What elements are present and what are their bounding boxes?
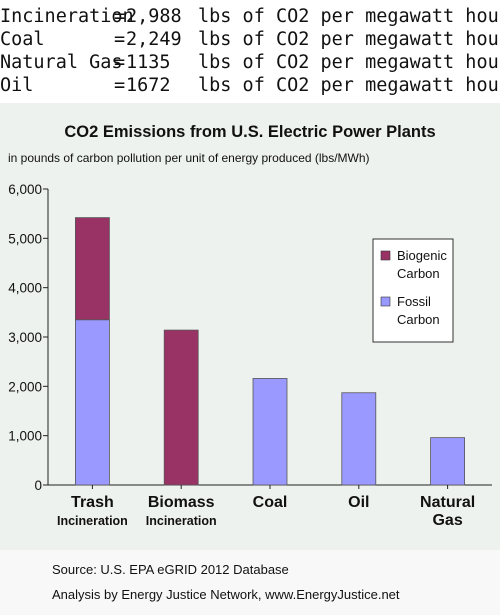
summary-equals: = (114, 29, 126, 50)
summary-value: 1135 (126, 52, 182, 73)
legend-label-line2: Carbon (397, 312, 440, 327)
summary-equals: = (114, 75, 126, 96)
source-line: Source: U.S. EPA eGRID 2012 Database (52, 562, 289, 577)
source-footer: Source: U.S. EPA eGRID 2012 Database Ana… (0, 550, 500, 615)
summary-row: Incineration = 2,988 lbs of CO2 per megawat… (0, 5, 500, 28)
legend-label-line2: Carbon (397, 266, 440, 281)
chart-title: CO2 Emissions from U.S. Electric Power P… (64, 123, 435, 141)
legend-swatch (380, 296, 391, 307)
summary-unit: lbs of CO2 per megawatt hour (198, 29, 500, 50)
x-category-sublabel: Incineration (146, 514, 217, 528)
x-category-label: Biomass (148, 494, 215, 511)
y-tick-label: 0 (34, 478, 42, 493)
summary-label: Coal (0, 29, 45, 50)
summary-equals: = (114, 6, 126, 27)
summary-label: Oil (0, 75, 34, 96)
bar-biogenic-carbon (75, 217, 110, 321)
bar-fossil-carbon (75, 319, 110, 486)
emissions-summary-table: Incineration = 2,988 lbs of CO2 per megawat… (0, 0, 500, 103)
y-tick-label: 1,000 (8, 429, 42, 444)
summary-unit: lbs of CO2 per megawatt hour (198, 75, 500, 96)
summary-equals: = (114, 52, 126, 73)
bar-fossil-carbon (252, 378, 288, 486)
summary-label: Incineration (0, 6, 134, 27)
y-tick-label: 3,000 (8, 330, 42, 345)
y-tick-label: 2,000 (8, 379, 42, 394)
x-category-label: Natural (420, 494, 475, 511)
summary-unit: lbs of CO2 per megawatt hour (198, 6, 500, 27)
analysis-line: Analysis by Energy Justice Network, www.… (52, 587, 400, 602)
summary-label: Natural Gas (0, 52, 123, 73)
bar-fossil-carbon (430, 437, 466, 486)
y-tick-label: 4,000 (8, 281, 42, 296)
chart-panel: CO2 Emissions from U.S. Electric Power P… (0, 103, 500, 550)
x-category-sublabel: Incineration (57, 514, 128, 528)
plot-area: 0 1,000 2,000 3,000 4,000 5,000 6,000 Trash Inci… (8, 182, 492, 529)
legend-label: Fossil (397, 294, 431, 309)
summary-value: 2,988 (126, 6, 182, 27)
summary-row: Coal = 2,249 lbs of CO2 per megawatt hour (0, 28, 500, 51)
summary-unit: lbs of CO2 per megawatt hour (198, 52, 500, 73)
bar-biogenic-carbon (163, 329, 199, 486)
legend-label: Biogenic (397, 248, 447, 263)
x-category-label: Trash (71, 494, 114, 511)
legend-swatch (380, 250, 391, 261)
emissions-bar-chart: CO2 Emissions from U.S. Electric Power P… (8, 123, 492, 529)
x-category-sublabel: Gas (432, 512, 462, 529)
legend-box (372, 238, 454, 343)
summary-value: 2,249 (126, 29, 182, 50)
bar-fossil-carbon (341, 392, 377, 486)
summary-value: 1672 (126, 75, 182, 96)
x-category-label: Oil (348, 494, 369, 511)
y-tick-label: 5,000 (8, 231, 42, 246)
x-category-label: Coal (253, 494, 288, 511)
y-tick-label: 6,000 (8, 182, 42, 197)
chart-subtitle: in pounds of carbon pollution per unit o… (8, 151, 370, 165)
summary-row: Oil = 1672 lbs of CO2 per megawatt hour (0, 74, 500, 97)
summary-row: Natural Gas = 1135 lbs of CO2 per megawatt… (0, 51, 500, 74)
